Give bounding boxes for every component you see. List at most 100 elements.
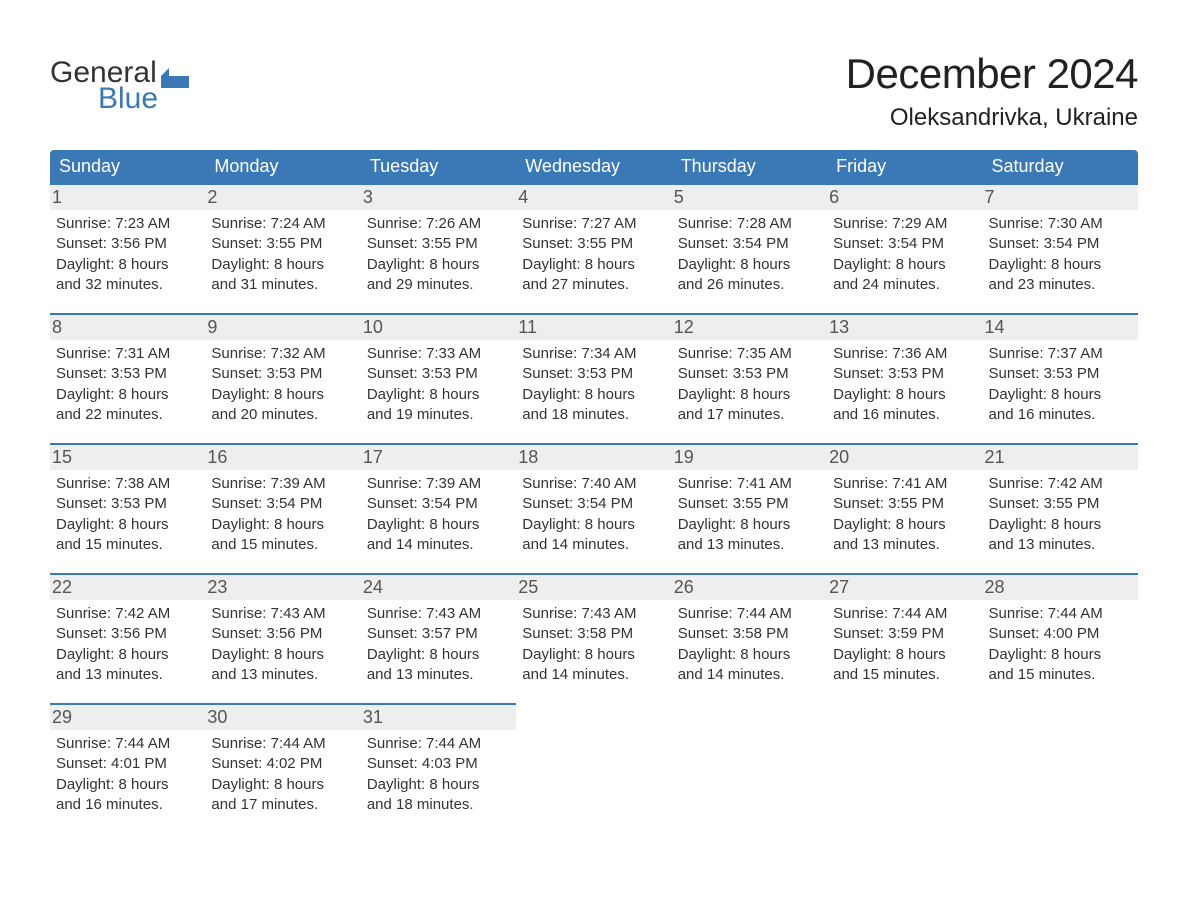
day-number: 3 — [361, 185, 516, 210]
day-cell: 5 Sunrise: 7:28 AMSunset: 3:54 PMDaylight… — [672, 183, 827, 313]
weekday-header: Sunday — [50, 150, 205, 183]
day-cell: 9Sunrise: 7:32 AMSunset: 3:53 PMDaylight… — [205, 313, 360, 443]
weekday-header: Thursday — [672, 150, 827, 183]
day-details: Sunrise: 7:29 AMSunset: 3:54 PMDaylight:… — [833, 214, 976, 295]
weekday-header: Monday — [205, 150, 360, 183]
day-sunset-line: Sunset: 3:53 PM — [56, 364, 199, 384]
day-details: Sunrise: 7:39 AMSunset: 3:54 PMDaylight:… — [211, 474, 354, 555]
day-cell: 25Sunrise: 7:43 AMSunset: 3:58 PMDayligh… — [516, 573, 671, 703]
day-sunrise-line: Sunrise: 7:43 AM — [211, 604, 354, 624]
day-sunset-line: Sunset: 4:00 PM — [989, 624, 1132, 644]
day-d2-line: and 18 minutes. — [367, 795, 510, 815]
day-d2-line: and 16 minutes. — [989, 405, 1132, 425]
day-d1-line: Daylight: 8 hours — [56, 255, 199, 275]
day-d2-line: and 13 minutes. — [833, 535, 976, 555]
weekday-header: Tuesday — [361, 150, 516, 183]
day-d1-line: Daylight: 8 hours — [522, 515, 665, 535]
day-details: Sunrise: 7:43 AMSunset: 3:57 PMDaylight:… — [367, 604, 510, 685]
day-sunset-line: Sunset: 4:03 PM — [367, 754, 510, 774]
day-details: Sunrise: 7:41 AMSunset: 3:55 PMDaylight:… — [833, 474, 976, 555]
day-d2-line: and 13 minutes. — [211, 665, 354, 685]
day-sunset-line: Sunset: 3:53 PM — [833, 364, 976, 384]
day-d2-line: and 13 minutes. — [678, 535, 821, 555]
day-sunrise-line: Sunrise: 7:30 AM — [989, 214, 1132, 234]
day-details: Sunrise: 7:44 AMSunset: 3:59 PMDaylight:… — [833, 604, 976, 685]
day-d1-line: Daylight: 8 hours — [56, 775, 199, 795]
day-details: Sunrise: 7:24 AMSunset: 3:55 PMDaylight:… — [211, 214, 354, 295]
day-d2-line: and 24 minutes. — [833, 275, 976, 295]
day-sunset-line: Sunset: 3:54 PM — [211, 494, 354, 514]
day-sunrise-line: Sunrise: 7:44 AM — [367, 734, 510, 754]
day-cell: 10Sunrise: 7:33 AMSunset: 3:53 PMDayligh… — [361, 313, 516, 443]
title-block: December 2024 Oleksandrivka, Ukraine — [846, 50, 1138, 132]
day-d1-line: Daylight: 8 hours — [522, 645, 665, 665]
weekday-header: Friday — [827, 150, 982, 183]
day-d2-line: and 15 minutes. — [56, 535, 199, 555]
weekday-header: Wednesday — [516, 150, 671, 183]
day-details: Sunrise: 7:41 AMSunset: 3:55 PMDaylight:… — [678, 474, 821, 555]
day-d1-line: Daylight: 8 hours — [678, 645, 821, 665]
day-sunset-line: Sunset: 3:55 PM — [678, 494, 821, 514]
day-cell: 3Sunrise: 7:26 AMSunset: 3:55 PMDaylight… — [361, 183, 516, 313]
day-sunrise-line: Sunrise: 7:44 AM — [678, 604, 821, 624]
day-number: 18 — [516, 445, 671, 470]
day-number: 21 — [983, 445, 1138, 470]
day-sunset-line: Sunset: 3:54 PM — [367, 494, 510, 514]
day-d2-line: and 13 minutes. — [56, 665, 199, 685]
day-sunrise-line: Sunrise: 7:27 AM — [522, 214, 665, 234]
day-sunrise-line: Sunrise: 7:39 AM — [211, 474, 354, 494]
day-sunset-line: Sunset: 3:55 PM — [211, 234, 354, 254]
day-sunrise-line: Sunrise: 7:34 AM — [522, 344, 665, 364]
day-d1-line: Daylight: 8 hours — [678, 255, 821, 275]
day-number: 29 — [50, 705, 205, 730]
day-number: 5 — [672, 185, 827, 210]
day-d1-line: Daylight: 8 hours — [678, 385, 821, 405]
day-details: Sunrise: 7:44 AMSunset: 4:02 PMDaylight:… — [211, 734, 354, 815]
day-cell: 13Sunrise: 7:36 AMSunset: 3:53 PMDayligh… — [827, 313, 982, 443]
day-d1-line: Daylight: 8 hours — [367, 645, 510, 665]
day-cell: 4Sunrise: 7:27 AMSunset: 3:55 PMDaylight… — [516, 183, 671, 313]
day-d2-line: and 29 minutes. — [367, 275, 510, 295]
day-cell — [983, 703, 1138, 833]
day-d1-line: Daylight: 8 hours — [211, 515, 354, 535]
day-details: Sunrise: 7:44 AMSunset: 4:00 PMDaylight:… — [989, 604, 1132, 685]
day-cell: 14Sunrise: 7:37 AMSunset: 3:53 PMDayligh… — [983, 313, 1138, 443]
day-details: Sunrise: 7:35 AMSunset: 3:53 PMDaylight:… — [678, 344, 821, 425]
day-sunrise-line: Sunrise: 7:24 AM — [211, 214, 354, 234]
day-sunrise-line: Sunrise: 7:35 AM — [678, 344, 821, 364]
day-d1-line: Daylight: 8 hours — [989, 645, 1132, 665]
day-sunset-line: Sunset: 3:54 PM — [833, 234, 976, 254]
day-details: Sunrise: 7:28 AMSunset: 3:54 PMDaylight:… — [678, 214, 821, 295]
week-row: 29 Sunrise: 7:44 AMSunset: 4:01 PMDayligh… — [50, 703, 1138, 833]
day-d2-line: and 26 minutes. — [678, 275, 821, 295]
day-cell: 11Sunrise: 7:34 AMSunset: 3:53 PMDayligh… — [516, 313, 671, 443]
day-cell: 24Sunrise: 7:43 AMSunset: 3:57 PMDayligh… — [361, 573, 516, 703]
day-number: 14 — [983, 315, 1138, 340]
day-sunset-line: Sunset: 3:53 PM — [522, 364, 665, 384]
day-details: Sunrise: 7:36 AMSunset: 3:53 PMDaylight:… — [833, 344, 976, 425]
day-details: Sunrise: 7:44 AMSunset: 4:01 PMDaylight:… — [56, 734, 199, 815]
day-sunrise-line: Sunrise: 7:26 AM — [367, 214, 510, 234]
day-details: Sunrise: 7:32 AMSunset: 3:53 PMDaylight:… — [211, 344, 354, 425]
weekday-header-row: Sunday Monday Tuesday Wednesday Thursday… — [50, 150, 1138, 183]
day-d2-line: and 22 minutes. — [56, 405, 199, 425]
day-number: 22 — [50, 575, 205, 600]
day-sunrise-line: Sunrise: 7:40 AM — [522, 474, 665, 494]
day-d1-line: Daylight: 8 hours — [367, 515, 510, 535]
brand-logo: General Blue — [50, 50, 189, 114]
day-cell: 6Sunrise: 7:29 AMSunset: 3:54 PMDaylight… — [827, 183, 982, 313]
month-title: December 2024 — [846, 50, 1138, 98]
day-details: Sunrise: 7:40 AMSunset: 3:54 PMDaylight:… — [522, 474, 665, 555]
day-d2-line: and 13 minutes. — [989, 535, 1132, 555]
day-d2-line: and 20 minutes. — [211, 405, 354, 425]
day-d1-line: Daylight: 8 hours — [989, 515, 1132, 535]
day-d2-line: and 32 minutes. — [56, 275, 199, 295]
day-d2-line: and 15 minutes. — [989, 665, 1132, 685]
day-d2-line: and 14 minutes. — [678, 665, 821, 685]
day-sunrise-line: Sunrise: 7:44 AM — [833, 604, 976, 624]
day-sunrise-line: Sunrise: 7:31 AM — [56, 344, 199, 364]
day-sunset-line: Sunset: 3:58 PM — [678, 624, 821, 644]
day-sunrise-line: Sunrise: 7:44 AM — [211, 734, 354, 754]
day-cell — [827, 703, 982, 833]
day-d1-line: Daylight: 8 hours — [678, 515, 821, 535]
